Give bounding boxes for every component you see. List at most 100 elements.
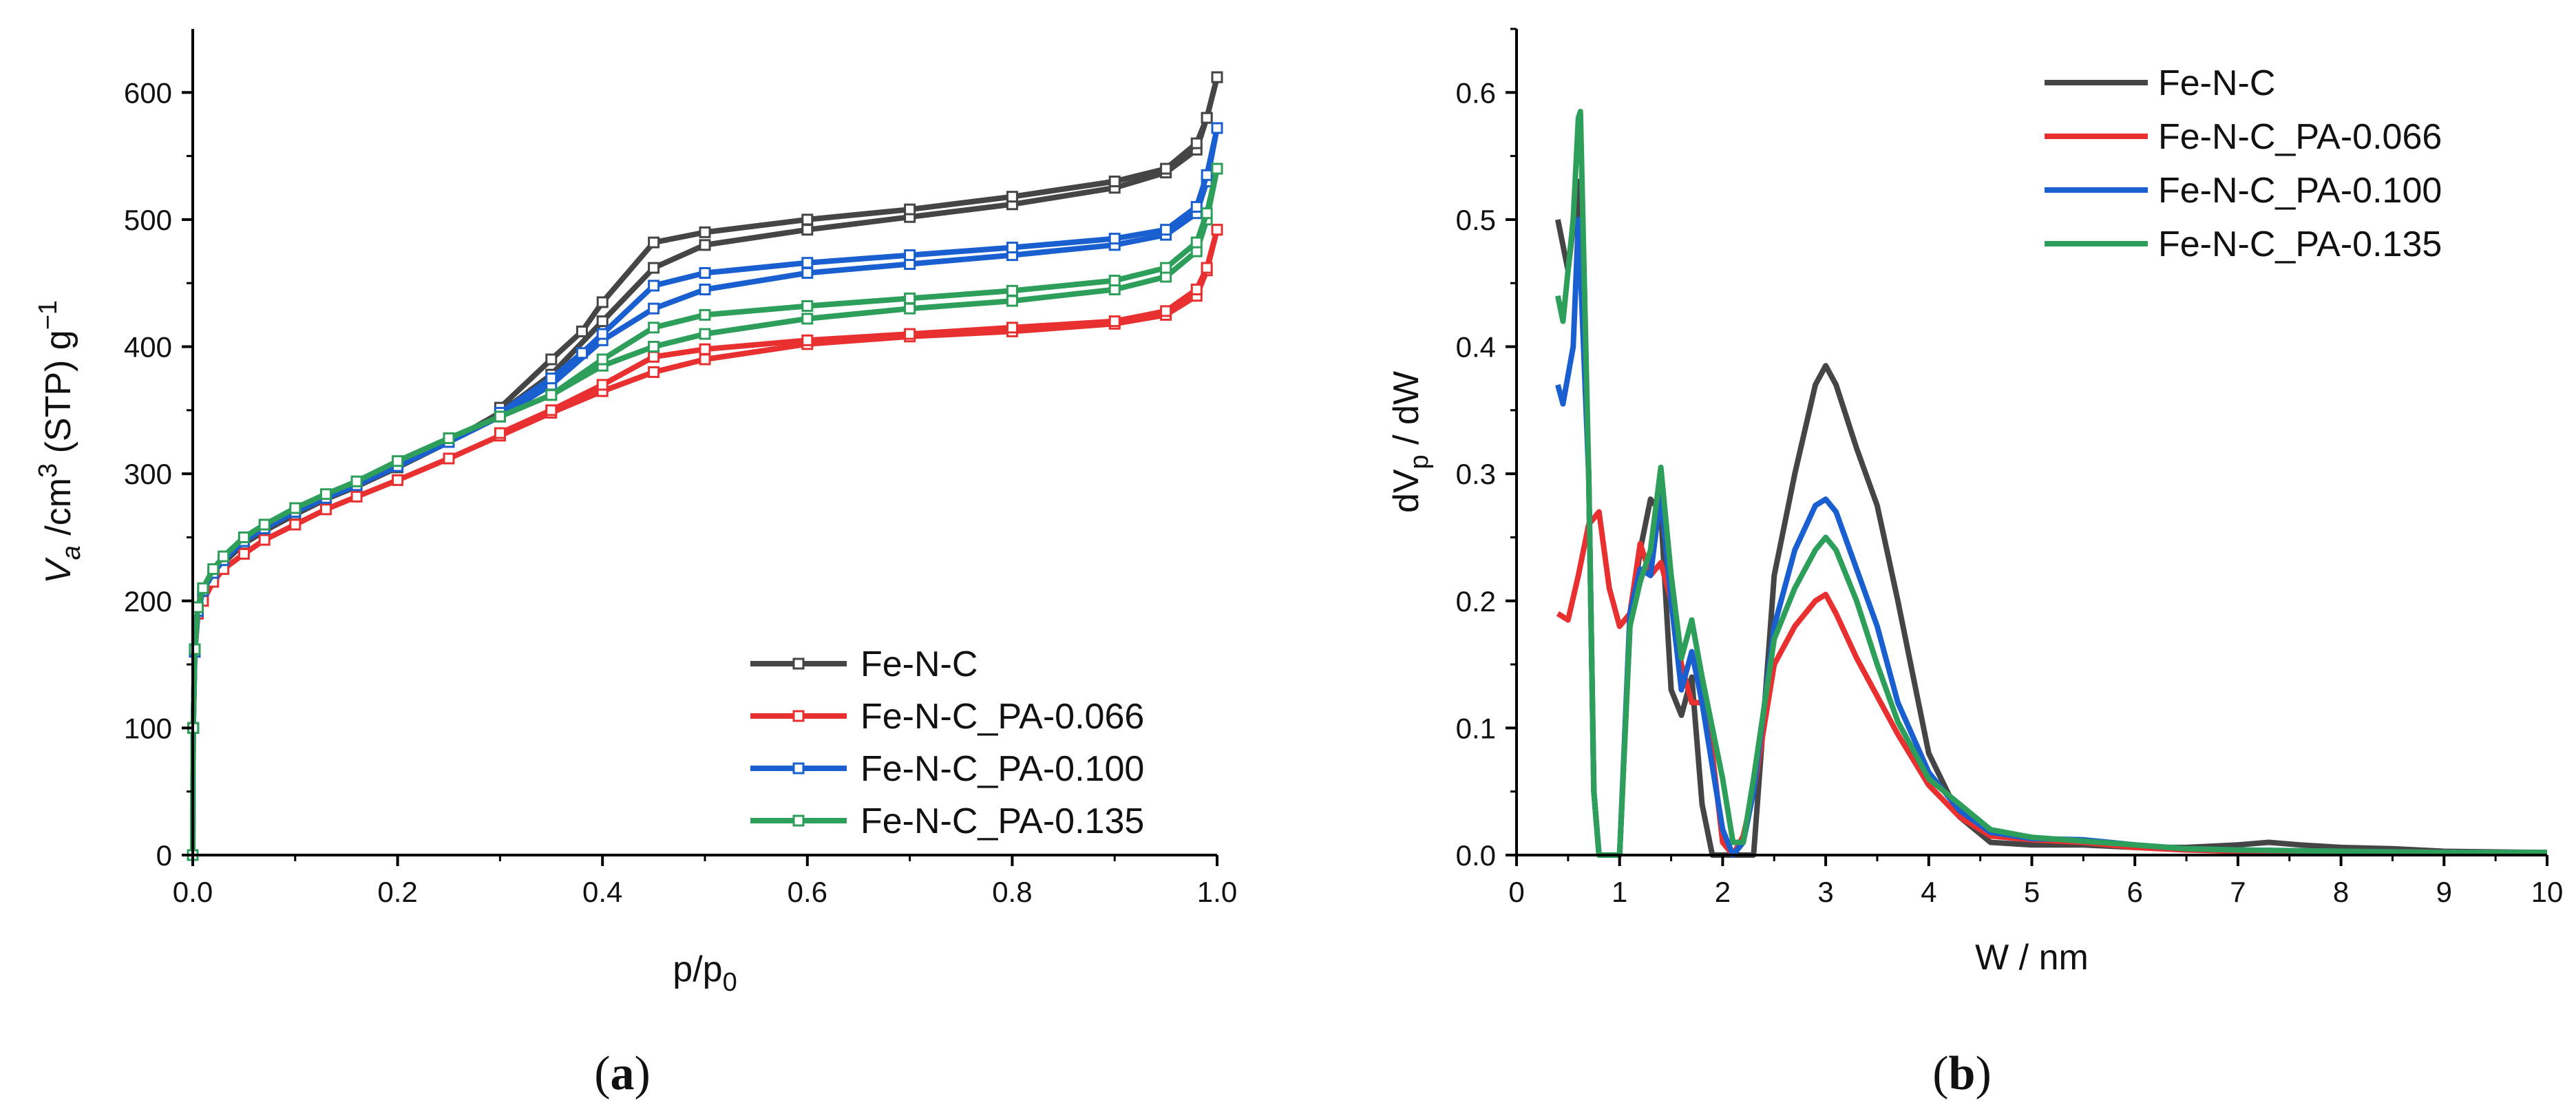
panel-a-series-3-desorption-marker [801, 299, 814, 312]
panel-a-series-3-adsorption-marker [699, 328, 711, 340]
panel-a-series-3-adsorption-marker [443, 432, 455, 444]
panel-a-legend-marker [792, 814, 805, 827]
panel-a-series-0-desorption-marker [1201, 112, 1213, 124]
panel-a-y-tick-label: 500 [124, 204, 172, 236]
panel-a-series-1-desorption-marker [801, 334, 814, 346]
panel-a-legend-marker [792, 710, 805, 722]
panel-a-series-1-desorption-marker [1006, 322, 1018, 334]
panel-a-series-1-adsorption-marker [648, 366, 660, 378]
panel-a-series-0-adsorption-marker [596, 315, 609, 328]
panel-a-series-3-adsorption-marker [207, 563, 220, 576]
panel-a-legend-label: Fe-N-C_PA-0.100 [861, 749, 1144, 789]
panel-a-x-tick-label: 0.0 [173, 876, 213, 908]
panel-a-series-1-desorption-marker [699, 343, 711, 355]
panel-b-x-tick-label: 8 [2333, 876, 2349, 908]
panel-a-series-1-adsorption-marker [237, 547, 250, 560]
panel-a-series-0-desorption-marker [648, 236, 660, 249]
panel-a-series-3-adsorption-marker [350, 475, 363, 487]
panel-a-series-3-desorption-marker [596, 353, 609, 366]
panel-b-series-group [1554, 109, 2548, 858]
panel-b-y-axis-title: dVp / dW [1386, 371, 1434, 513]
panel-a-legend-label: Fe-N-C_PA-0.135 [861, 801, 1144, 841]
panel-b-y-tick-label: 0.1 [1456, 712, 1496, 744]
panel-b-y-tick-label: 0.5 [1456, 204, 1496, 236]
panel-a-series-0-desorption-marker [1006, 191, 1018, 203]
panel-a-series-0-adsorption-marker [801, 224, 814, 236]
panel-a-x-tick-label: 0.6 [788, 876, 827, 908]
panel-a-series-0-desorption-marker [699, 226, 711, 238]
panel-a-series-1-desorption-marker [904, 328, 916, 340]
panel-a-series-1-desorption-marker [494, 427, 506, 439]
panel-a-series-0-desorption-marker [1108, 176, 1121, 188]
panel-a-x-axis-title: p/p0 [673, 949, 737, 997]
panel-a-series-1-adsorption-marker [443, 452, 455, 465]
panel-a-series-3-desorption-marker [1160, 262, 1172, 274]
panel-a-series-2-desorption-marker [1190, 200, 1203, 213]
panel-a-series-2-desorption-marker [576, 347, 588, 359]
panel-b-y-tick-label: 0.6 [1456, 76, 1496, 109]
panel-a-series-0-desorption-marker [801, 213, 814, 226]
panel-a-series-1-desorption-marker [545, 404, 558, 417]
panel-a-series-0-desorption-marker [904, 203, 916, 215]
panel-a-ticks: 0.0 0.2 0.4 0.6 0.8 1.0 0 100 200 300 400 500 600 [124, 76, 1237, 908]
panel-a-series-3-desorption-marker [545, 389, 558, 401]
panel-a-legend-marker [792, 762, 805, 775]
panel-a-series-1-desorption-marker [648, 350, 660, 363]
panel-a-series-2-adsorption-marker [801, 266, 814, 279]
panel-a-series-2-desorption-marker [1211, 122, 1223, 134]
panel-b-x-tick-label: 2 [1715, 876, 1731, 908]
panel-a-series-0-desorption-marker [545, 353, 558, 366]
panel-a-series-group [187, 71, 1223, 861]
panel-a-series-0-adsorption-line [190, 76, 1220, 856]
panel-a-series-3-adsorption-marker [319, 488, 332, 501]
panel-a-series-1-adsorption-marker [258, 534, 271, 546]
panel-a-series-2-desorption-marker [1201, 169, 1213, 181]
panel-a-legend-label: Fe-N-C_PA-0.066 [861, 697, 1144, 737]
panel-a-isotherm-chart: 0.0 0.2 0.4 0.6 0.8 1.0 0 100 200 300 400 500 600 Fe… [34, 29, 1237, 1100]
panel-a-y-tick-label: 600 [124, 76, 172, 109]
panel-a-series-3-desorption-marker [1211, 162, 1223, 175]
panel-a-series-2-desorption-marker [648, 280, 660, 292]
panel-a-series-3-desorption-marker [1108, 275, 1121, 287]
panel-a-x-tick-label: 1.0 [1197, 876, 1237, 908]
panel-a-series-2-desorption-marker [545, 372, 558, 385]
panel-b-legend-label: Fe-N-C_PA-0.135 [2158, 224, 2442, 264]
panel-a-caption: (a) [594, 1047, 651, 1100]
panel-b-pore-size-chart: 0 1 2 3 4 5 6 7 8 9 10 0.0 0.1 0.2 0.3 0.4 0.5 0.6 Fe-N-C… [1386, 28, 2564, 1100]
panel-a-series-0-desorption-marker [576, 325, 588, 337]
panel-b-x-tick-label: 0 [1508, 876, 1524, 908]
panel-a-series-0-adsorption-marker [648, 262, 660, 274]
panel-a-series-2-desorption-marker [1160, 224, 1172, 236]
panel-a-y-tick-label: 100 [124, 712, 172, 744]
panel-b-x-tick-label: 7 [2230, 876, 2246, 908]
panel-b-x-tick-label: 9 [2436, 876, 2452, 908]
panel-a-series-3-desorption-marker [904, 292, 916, 304]
panel-a-y-tick-label: 0 [156, 839, 172, 872]
panel-a-series-3-adsorption-marker [648, 341, 660, 353]
panel-b-x-tick-label: 6 [2127, 876, 2143, 908]
panel-a-series-2-adsorption-marker [648, 302, 660, 315]
panel-a-series-3-desorption-marker [648, 322, 660, 334]
panel-b-x-tick-label: 10 [2531, 876, 2564, 908]
panel-a-series-2-desorption-marker [1006, 242, 1018, 254]
panel-a-series-3-adsorption-marker [218, 550, 230, 562]
panel-a-series-3-desorption-marker [1006, 284, 1018, 297]
panel-a-series-1-desorption-marker [1201, 262, 1213, 274]
panel-a-series-3-desorption-marker [494, 410, 506, 423]
panel-a-series-3-desorption-marker [1190, 236, 1203, 249]
panel-a-series-3-adsorption-marker [197, 582, 209, 594]
panel-a-series-3-adsorption-marker [801, 313, 814, 325]
panel-a-series-3-adsorption-marker [1006, 295, 1018, 307]
panel-b-series-2-line [1555, 216, 2547, 858]
panel-a-series-0-desorption-marker [596, 296, 609, 308]
panel-a-x-tick-label: 0.4 [582, 876, 622, 908]
panel-a-series-0-desorption-marker [1160, 162, 1172, 175]
panel-b-x-tick-label: 5 [2024, 876, 2040, 908]
panel-a-series-1-desorption-marker [1190, 283, 1203, 295]
panel-a-y-tick-label: 200 [124, 585, 172, 618]
panel-b-ticks: 0 1 2 3 4 5 6 7 8 9 10 0.0 0.1 0.2 0.3 0.4 0.5 0.6 [1456, 28, 2564, 908]
panel-a-series-1-desorption-marker [1160, 305, 1172, 317]
panel-a-series-0-desorption-marker [1211, 71, 1223, 83]
panel-a-series-1-adsorption-marker [699, 353, 711, 366]
